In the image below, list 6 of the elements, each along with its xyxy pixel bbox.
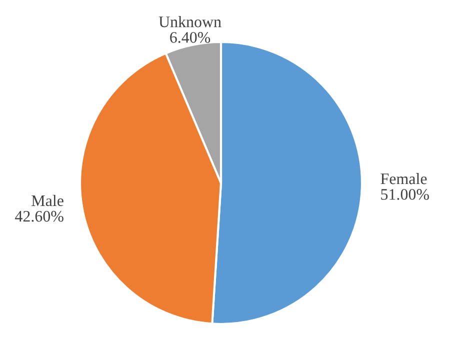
data-label: 6.40% [170,32,210,43]
data-label: 51.00% [381,189,429,200]
slice-label: Unknown [158,16,222,28]
data-label: 42.60% [15,210,64,222]
slice-label: Male [32,194,64,206]
slice-label: Female [380,172,427,184]
